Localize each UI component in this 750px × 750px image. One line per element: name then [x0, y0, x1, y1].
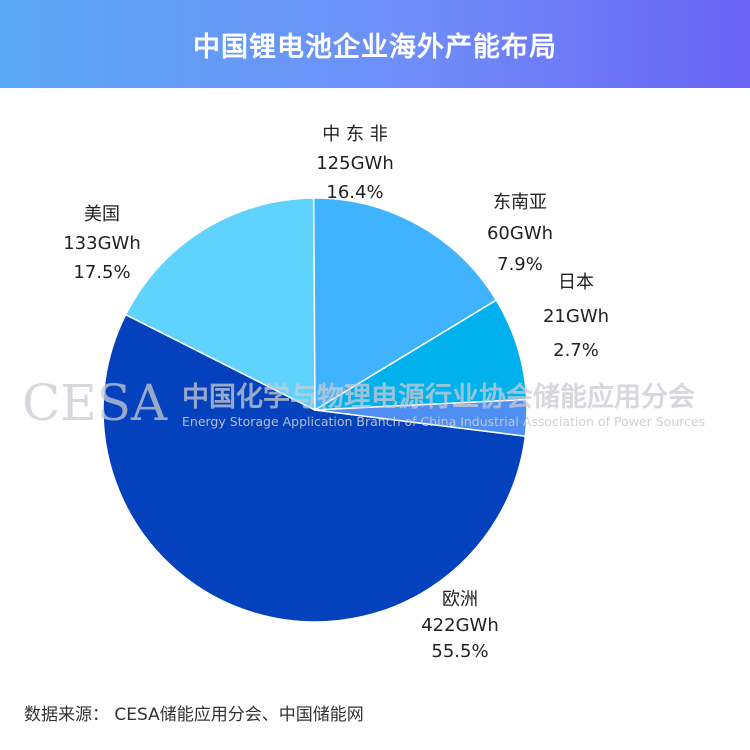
watermark: CESA 中国化学与物理电源行业协会储能应用分会 Energy Storage … [22, 374, 705, 432]
slice-value: 60GWh [487, 223, 553, 244]
slice-percent: 2.7% [553, 340, 599, 361]
data-source-note: 数据来源： CESA储能应用分会、中国储能网 [24, 705, 364, 725]
slice-value: 422GWh [421, 615, 499, 636]
slice-name: 日本 [558, 272, 594, 293]
slice-name: 欧洲 [442, 589, 478, 610]
slice-percent: 7.9% [497, 254, 543, 275]
slice-value: 125GWh [316, 153, 394, 174]
slice-labels: 欧洲 422GWh 55.5% 美国 133GWh 17.5% 中 东 非 125GWh 16.… [63, 124, 609, 662]
slice-label: 欧洲 422GWh 55.5% [421, 589, 499, 662]
slice-percent: 17.5% [73, 262, 130, 283]
slice-name: 中 东 非 [322, 124, 387, 145]
pie-slice [312, 197, 498, 412]
slice-percent: 16.4% [326, 182, 383, 203]
title-banner: 中国锂电池企业海外产能布局 [0, 0, 750, 88]
slice-percent: 55.5% [431, 641, 488, 662]
slice-label: 中 东 非 125GWh 16.4% [316, 124, 394, 203]
pie-chart: CESA 中国化学与物理电源行业协会储能应用分会 Energy Storage … [22, 124, 705, 662]
watermark-logo: CESA [22, 374, 168, 432]
pie-slice [124, 197, 316, 412]
slice-value: 133GWh [63, 233, 141, 254]
pie-slice [314, 398, 528, 438]
watermark-org-en: Energy Storage Application Branch of Chi… [182, 414, 705, 429]
pie-slices [102, 197, 528, 623]
pie-slice [102, 313, 527, 623]
slice-label: 美国 133GWh 17.5% [63, 204, 141, 283]
slice-name: 东南亚 [493, 192, 547, 213]
slice-name: 美国 [84, 204, 120, 225]
slice-label: 东南亚 60GWh 7.9% [487, 192, 553, 275]
chart-title: 中国锂电池企业海外产能布局 [193, 31, 557, 63]
pie-slice [314, 299, 528, 411]
slice-value: 21GWh [543, 306, 609, 327]
slice-label: 日本 21GWh 2.7% [543, 272, 609, 361]
watermark-org-cn: 中国化学与物理电源行业协会储能应用分会 [182, 381, 695, 413]
